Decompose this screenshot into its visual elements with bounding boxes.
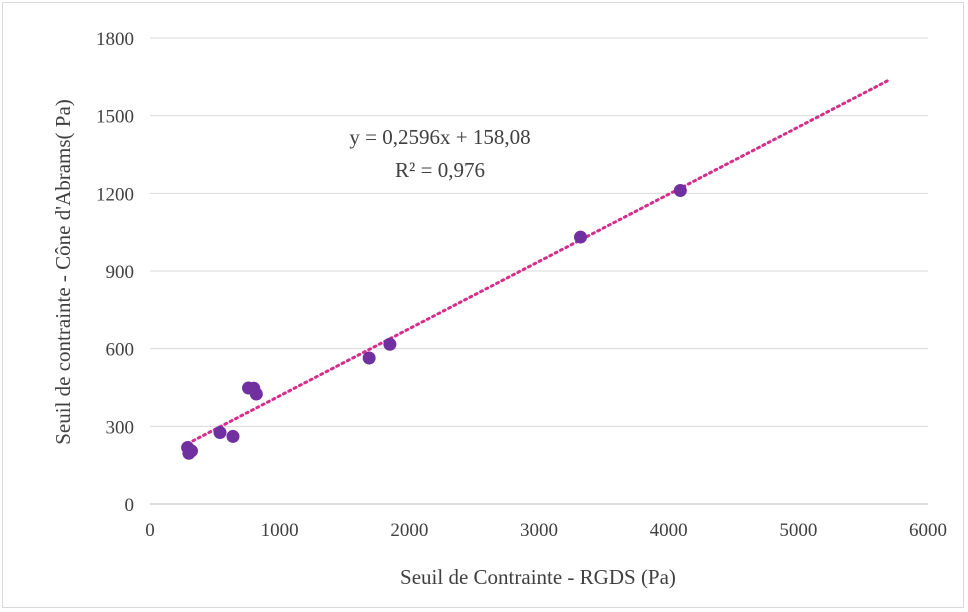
x-tick-label: 5000 [779, 520, 817, 541]
y-tick-label: 0 [125, 495, 135, 516]
y-axis: 0 300 600 900 1200 1500 1800 [96, 29, 134, 516]
x-axis-title: Seuil de Contrainte - RGDS (Pa) [400, 565, 676, 589]
data-point [673, 183, 687, 197]
data-points [181, 183, 687, 460]
y-tick-label: 1500 [96, 107, 134, 128]
x-axis: 0 1000 2000 3000 4000 5000 6000 [145, 520, 947, 541]
gridlines [150, 37, 928, 505]
y-tick-label: 600 [106, 340, 135, 361]
trendline [186, 78, 891, 446]
y-tick-label: 900 [106, 262, 135, 283]
data-point [383, 337, 397, 351]
trendline-r2: R² = 0,976 [395, 158, 485, 182]
data-point [213, 426, 227, 440]
trendline-path [186, 78, 891, 446]
y-tick-label: 300 [106, 417, 135, 438]
x-tick-label: 3000 [520, 520, 558, 541]
y-tick-label: 1800 [96, 29, 134, 50]
data-point [573, 230, 587, 244]
x-tick-label: 1000 [261, 520, 299, 541]
data-point [362, 351, 376, 365]
data-point [184, 444, 198, 458]
x-tick-label: 2000 [390, 520, 428, 541]
x-tick-label: 0 [145, 520, 155, 541]
data-point [249, 387, 263, 401]
x-tick-label: 6000 [909, 520, 947, 541]
x-tick-label: 4000 [650, 520, 688, 541]
y-axis-title: Seuil de contrainte - Cône d'Abrams( Pa) [51, 99, 75, 445]
y-tick-label: 1200 [96, 184, 134, 205]
trendline-equation: y = 0,2596x + 158,08 [349, 125, 530, 149]
data-point [226, 429, 240, 443]
